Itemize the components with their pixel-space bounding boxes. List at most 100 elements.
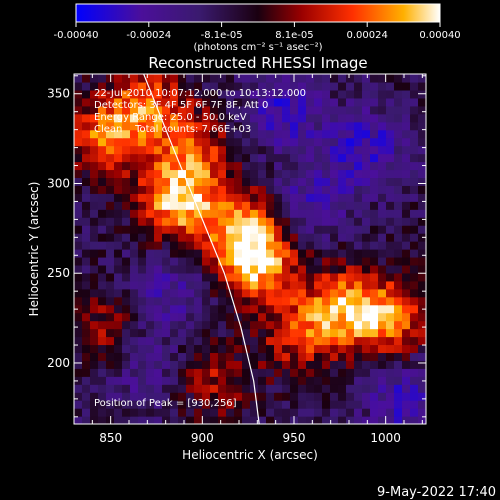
heatmap-cell: [330, 256, 339, 266]
heatmap-cell: [258, 408, 267, 417]
heatmap-cell: [114, 177, 123, 186]
heatmap-cell: [82, 89, 91, 99]
heatmap-cell: [122, 129, 131, 139]
heatmap-cell: [258, 376, 267, 385]
heatmap-cell: [258, 97, 267, 107]
heatmap-cell: [242, 312, 251, 322]
heatmap-cell: [130, 241, 139, 250]
heatmap-cell: [122, 217, 131, 226]
heatmap-cell: [394, 408, 403, 417]
heatmap-cell: [330, 129, 339, 139]
heatmap-cell: [178, 233, 187, 242]
heatmap-cell: [346, 408, 355, 417]
heatmap-cell: [146, 272, 155, 282]
heatmap-cell: [266, 153, 275, 163]
heatmap-cell: [154, 296, 163, 306]
heatmap-cell: [170, 121, 179, 131]
heatmap-cell: [178, 185, 187, 194]
heatmap-cell: [170, 201, 179, 210]
heatmap-cell: [314, 296, 323, 306]
heatmap-cell: [218, 121, 227, 131]
heatmap-cell: [330, 328, 339, 338]
heatmap-cell: [106, 344, 115, 354]
heatmap-cell: [266, 400, 275, 409]
heatmap-cell: [362, 336, 371, 346]
heatmap-cell: [370, 368, 379, 377]
heatmap-cell: [378, 280, 387, 290]
heatmap-cell: [138, 225, 147, 234]
heatmap-cell: [202, 328, 211, 338]
heatmap-cell: [410, 368, 419, 377]
heatmap-cell: [226, 352, 235, 361]
heatmap-cell: [218, 392, 227, 401]
heatmap-cell: [290, 137, 299, 147]
heatmap-cell: [90, 280, 99, 290]
heatmap-cell: [90, 336, 99, 346]
heatmap-cell: [138, 153, 147, 163]
heatmap-cell: [282, 320, 291, 330]
heatmap-cell: [210, 336, 219, 346]
heatmap-cell: [90, 312, 99, 322]
heatmap-cell: [306, 74, 315, 83]
heatmap-cell: [170, 368, 179, 377]
heatmap-cell: [90, 344, 99, 354]
heatmap-cell: [418, 400, 426, 409]
heatmap-cell: [114, 280, 123, 290]
heatmap-cell: [82, 137, 91, 147]
heatmap-cell: [138, 209, 147, 218]
heatmap-cell: [194, 89, 203, 99]
heatmap-cell: [410, 280, 419, 290]
heatmap-cell: [322, 368, 331, 377]
heatmap-cell: [354, 344, 363, 354]
heatmap-cell: [266, 217, 275, 226]
heatmap-cell: [410, 272, 419, 282]
heatmap-cell: [250, 145, 259, 155]
heatmap-cell: [218, 209, 227, 218]
heatmap-cell: [154, 312, 163, 322]
heatmap-cell: [194, 288, 203, 298]
heatmap-cell: [330, 264, 339, 274]
heatmap-cell: [298, 336, 307, 346]
heatmap-cell: [378, 89, 387, 99]
heatmap-cell: [202, 296, 211, 306]
heatmap-cell: [322, 360, 331, 369]
heatmap-cell: [130, 105, 139, 115]
heatmap-cell: [146, 153, 155, 163]
heatmap-cell: [370, 153, 379, 163]
heatmap-cell: [402, 241, 411, 250]
heatmap-cell: [394, 225, 403, 234]
heatmap-cell: [234, 249, 243, 258]
heatmap-cell: [122, 280, 131, 290]
heatmap-cell: [178, 209, 187, 218]
heatmap-cell: [290, 97, 299, 107]
heatmap-cell: [82, 153, 91, 163]
heatmap-cell: [146, 336, 155, 346]
heatmap-cell: [226, 177, 235, 186]
heatmap-cell: [282, 121, 291, 131]
heatmap-cell: [130, 169, 139, 179]
heatmap-cell: [210, 193, 219, 202]
heatmap-cell: [122, 201, 131, 210]
heatmap-cell: [146, 320, 155, 330]
heatmap-cell: [202, 376, 211, 385]
heatmap-cell: [274, 105, 283, 115]
heatmap-cell: [170, 384, 179, 393]
heatmap-cell: [202, 344, 211, 354]
heatmap-cell: [338, 280, 347, 290]
heatmap-cell: [378, 74, 387, 83]
heatmap-cell: [146, 392, 155, 401]
heatmap-cell: [178, 360, 187, 369]
heatmap-cell: [274, 145, 283, 155]
heatmap-cell: [330, 105, 339, 115]
heatmap-cell: [250, 376, 259, 385]
heatmap-cell: [250, 209, 259, 218]
heatmap-cell: [354, 217, 363, 226]
heatmap-cell: [394, 233, 403, 242]
info-detectors: Detectors: 3F 4F 5F 6F 7F 8F, Att 0: [94, 100, 268, 111]
heatmap-cell: [346, 376, 355, 385]
heatmap-cell: [338, 416, 347, 424]
heatmap-cell: [394, 264, 403, 274]
heatmap-cell: [194, 209, 203, 218]
heatmap-cell: [250, 368, 259, 377]
heatmap-cell: [82, 328, 91, 338]
